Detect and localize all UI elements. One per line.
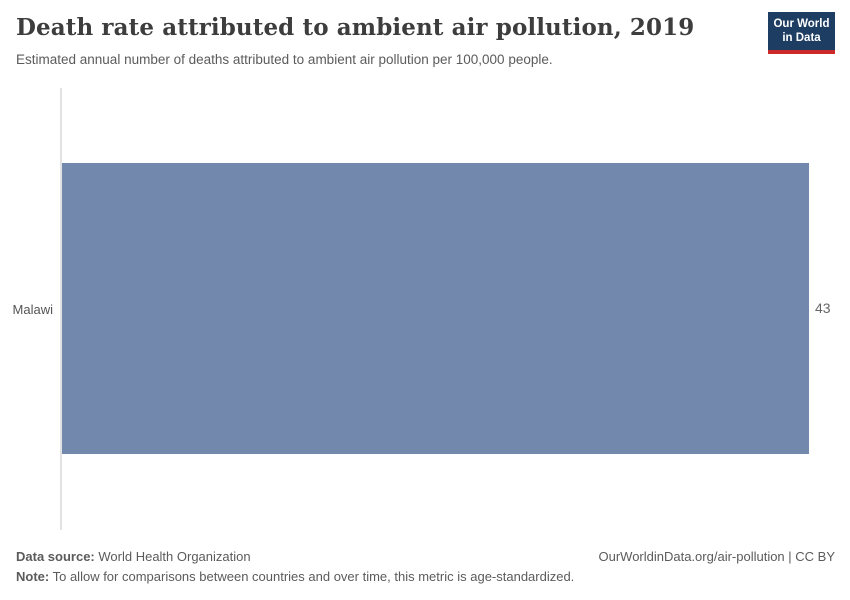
data-source-label: Data source: bbox=[16, 549, 95, 564]
data-source-value: World Health Organization bbox=[98, 549, 251, 564]
bar-track bbox=[62, 163, 809, 454]
bar-value-label: 43 bbox=[815, 300, 831, 316]
y-axis-line bbox=[60, 88, 62, 530]
entity-label-malawi: Malawi bbox=[12, 302, 53, 317]
chart-subtitle: Estimated annual number of deaths attrib… bbox=[16, 52, 553, 67]
owid-logo-line2: in Data bbox=[782, 32, 821, 44]
note-value: To allow for comparisons between countri… bbox=[52, 569, 575, 584]
footer-data-source: Data source: World Health Organization bbox=[16, 549, 251, 564]
owid-credit-link[interactable]: OurWorldinData.org/air-pollution | CC BY bbox=[598, 549, 835, 564]
owid-logo-line1: Our World bbox=[773, 18, 830, 30]
chart-title: Death rate attributed to ambient air pol… bbox=[16, 14, 695, 41]
footer-note: Note: To allow for comparisons between c… bbox=[16, 569, 574, 584]
owid-logo[interactable]: Our World in Data bbox=[768, 12, 835, 54]
note-label: Note: bbox=[16, 569, 50, 584]
bar-malawi[interactable] bbox=[62, 163, 809, 454]
